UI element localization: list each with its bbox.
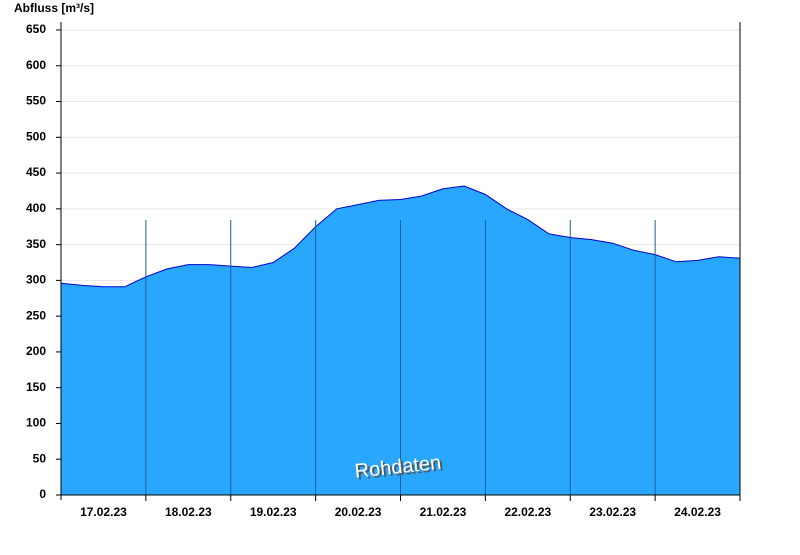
y-tick-label: 100 — [26, 416, 46, 430]
y-tick-label: 50 — [33, 451, 47, 465]
y-tick-label: 200 — [26, 344, 46, 358]
y-tick-label: 300 — [26, 273, 46, 287]
y-tick-label: 250 — [26, 308, 46, 322]
area-line — [60, 185, 741, 288]
x-tick-label: 17.02.23 — [80, 505, 127, 519]
y-tick-label: 350 — [26, 237, 46, 251]
y-axis-label: Abfluss [m³/s] — [14, 1, 94, 15]
y-tick-label: 400 — [26, 201, 46, 215]
y-tick-label: 0 — [39, 487, 46, 501]
x-tick-label: 21.02.23 — [420, 505, 467, 519]
x-tick-label: 20.02.23 — [335, 505, 382, 519]
x-tick-label: 24.02.23 — [674, 505, 721, 519]
x-tick-label: 23.02.23 — [589, 505, 636, 519]
y-tick-label: 600 — [26, 58, 46, 72]
x-tick-label: 19.02.23 — [250, 505, 297, 519]
y-tick-label: 500 — [26, 129, 46, 143]
x-tick-label: 18.02.23 — [165, 505, 212, 519]
y-tick-label: 150 — [26, 380, 46, 394]
x-tick-label: 22.02.23 — [504, 505, 551, 519]
y-tick-label: 650 — [26, 22, 46, 36]
y-tick-label: 450 — [26, 165, 46, 179]
y-tick-label: 550 — [26, 94, 46, 108]
